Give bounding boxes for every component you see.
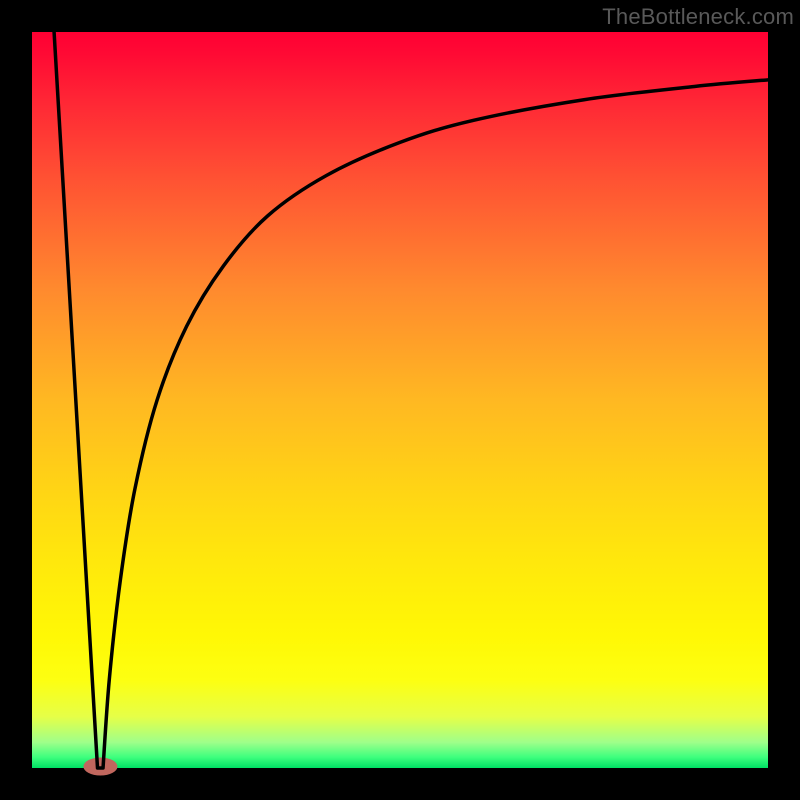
watermark-text: TheBottleneck.com [602,4,794,30]
bottleneck-chart [0,0,800,800]
chart-container: TheBottleneck.com [0,0,800,800]
